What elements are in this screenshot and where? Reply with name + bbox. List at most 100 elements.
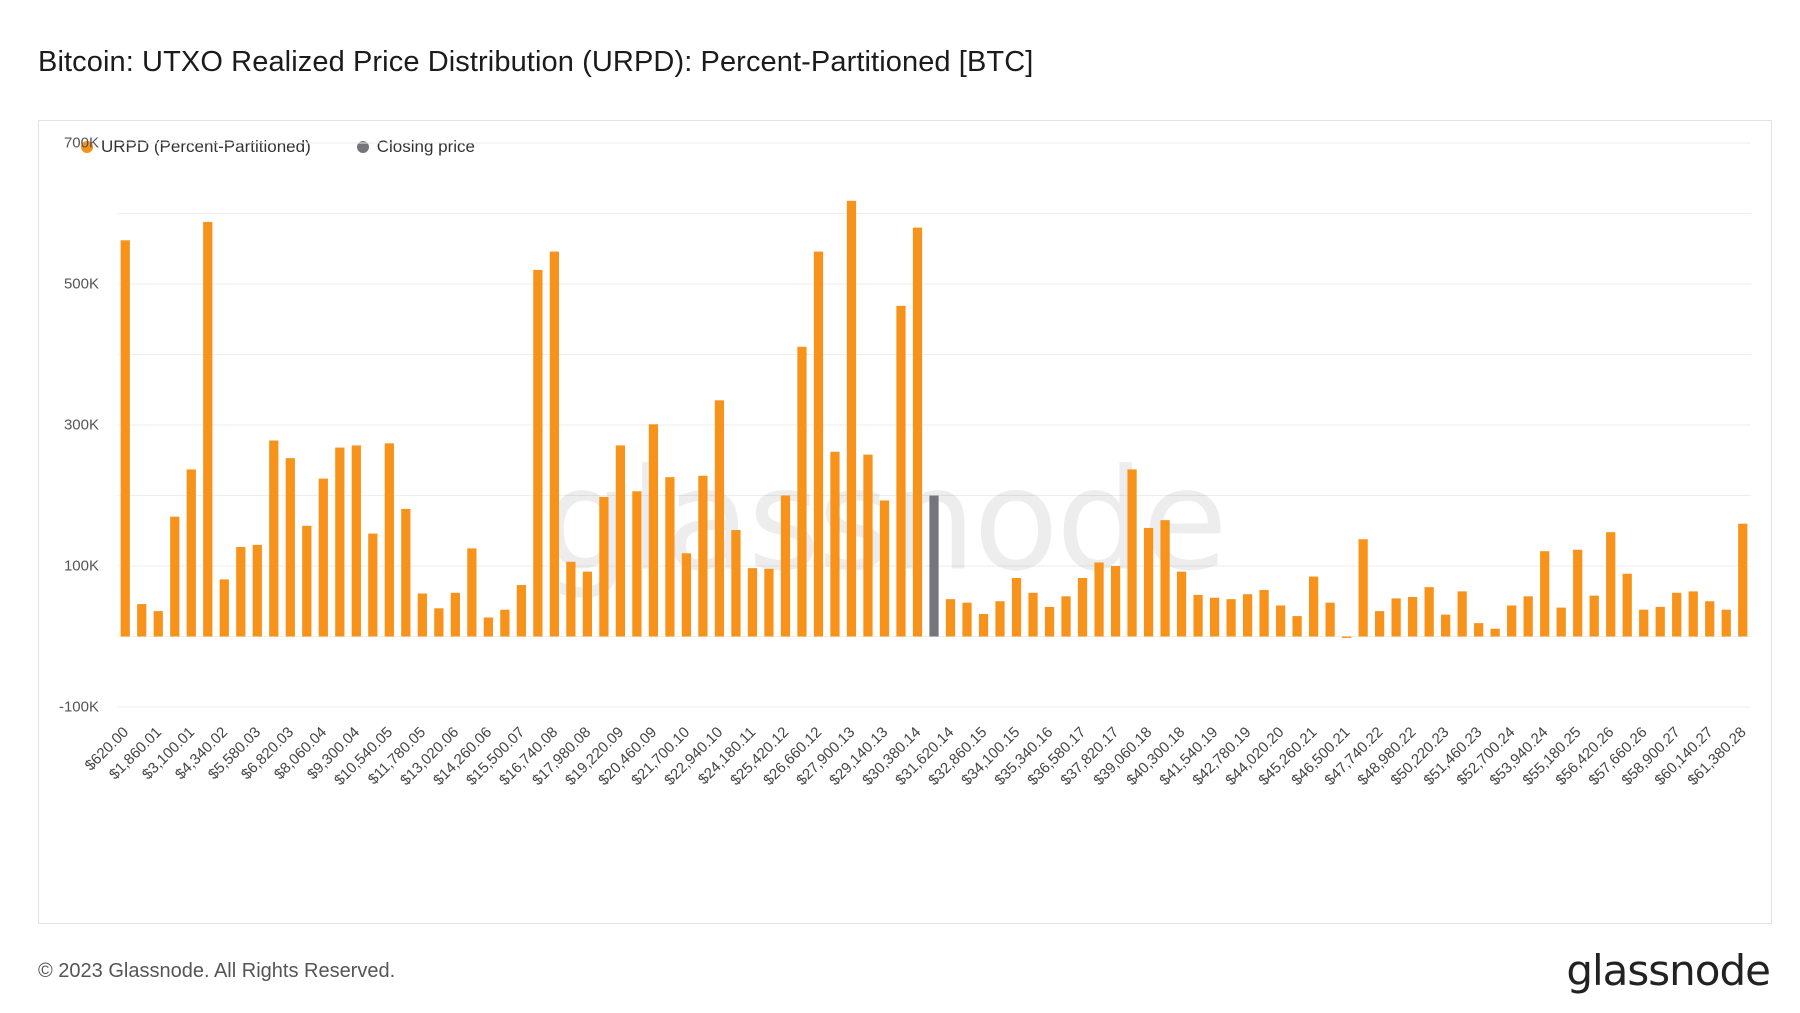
legend-item-urpd[interactable]: URPD (Percent-Partitioned): [81, 137, 311, 157]
urpd-bar[interactable]: [1061, 596, 1071, 637]
urpd-bar[interactable]: [1242, 594, 1253, 637]
urpd-bar[interactable]: [1308, 576, 1319, 637]
urpd-bar[interactable]: [516, 585, 526, 637]
urpd-bar[interactable]: [1391, 598, 1401, 637]
urpd-bar[interactable]: [384, 443, 394, 637]
urpd-bar[interactable]: [747, 568, 758, 637]
urpd-bar[interactable]: [1275, 605, 1286, 637]
urpd-bar[interactable]: [1622, 573, 1632, 637]
urpd-bar[interactable]: [681, 553, 692, 637]
urpd-bar[interactable]: [483, 617, 493, 637]
legend-item-closing-price[interactable]: Closing price: [356, 137, 475, 157]
urpd-bar[interactable]: [450, 592, 460, 637]
urpd-bar[interactable]: [632, 491, 642, 637]
urpd-bar[interactable]: [1721, 609, 1731, 637]
urpd-bar[interactable]: [170, 516, 180, 637]
urpd-bar[interactable]: [1127, 469, 1137, 637]
urpd-bar[interactable]: [1639, 609, 1649, 637]
urpd-bar[interactable]: [351, 445, 361, 637]
urpd-bar[interactable]: [764, 568, 774, 637]
urpd-bar[interactable]: [1375, 611, 1385, 637]
urpd-bar[interactable]: [1507, 605, 1517, 637]
urpd-bar[interactable]: [269, 440, 279, 637]
urpd-bar[interactable]: [1325, 602, 1335, 637]
urpd-bar[interactable]: [186, 469, 196, 637]
urpd-bar[interactable]: [302, 525, 312, 637]
urpd-bar[interactable]: [1540, 551, 1550, 637]
urpd-bar[interactable]: [1292, 616, 1302, 637]
urpd-bar[interactable]: [1094, 562, 1104, 637]
urpd-bar[interactable]: [1160, 520, 1170, 637]
urpd-bar[interactable]: [1490, 628, 1500, 637]
urpd-bar[interactable]: [285, 458, 295, 637]
urpd-bar[interactable]: [846, 200, 857, 637]
urpd-bar[interactable]: [1672, 592, 1682, 637]
urpd-bar[interactable]: [434, 608, 444, 637]
urpd-bar[interactable]: [252, 544, 262, 637]
urpd-bar[interactable]: [1176, 571, 1187, 637]
urpd-bar[interactable]: [945, 599, 956, 637]
urpd-bar[interactable]: [566, 561, 576, 637]
urpd-bar[interactable]: [500, 609, 510, 637]
urpd-bar[interactable]: [1143, 527, 1154, 637]
urpd-bar[interactable]: [698, 475, 708, 637]
urpd-bar[interactable]: [1226, 599, 1236, 637]
urpd-bar[interactable]: [830, 451, 840, 637]
urpd-bar[interactable]: [978, 613, 989, 637]
urpd-bar[interactable]: [467, 548, 477, 637]
urpd-bar[interactable]: [236, 546, 246, 637]
urpd-bar[interactable]: [995, 601, 1005, 637]
urpd-bar[interactable]: [863, 454, 873, 637]
urpd-bar[interactable]: [1705, 601, 1715, 637]
urpd-bar[interactable]: [714, 400, 725, 637]
urpd-bar[interactable]: [615, 445, 626, 637]
urpd-bar[interactable]: [813, 251, 824, 637]
urpd-bar[interactable]: [1028, 592, 1038, 637]
closing-price-bar[interactable]: [929, 495, 939, 637]
urpd-bar[interactable]: [599, 496, 609, 637]
urpd-bar[interactable]: [1655, 606, 1665, 637]
urpd-bar[interactable]: [962, 602, 972, 637]
urpd-bar[interactable]: [1110, 566, 1121, 637]
urpd-bar[interactable]: [203, 221, 213, 637]
urpd-bar[interactable]: [582, 571, 593, 637]
urpd-bar[interactable]: [533, 269, 543, 637]
urpd-bar[interactable]: [1209, 597, 1220, 637]
urpd-bar[interactable]: [1556, 607, 1566, 637]
urpd-bar[interactable]: [665, 477, 675, 637]
urpd-bar[interactable]: [318, 478, 328, 637]
urpd-bar[interactable]: [1342, 636, 1352, 638]
urpd-bar[interactable]: [912, 227, 923, 637]
urpd-bar[interactable]: [731, 530, 741, 637]
urpd-bar[interactable]: [1474, 623, 1484, 637]
urpd-bar[interactable]: [1044, 606, 1055, 637]
urpd-bar[interactable]: [417, 593, 427, 637]
urpd-bar[interactable]: [335, 447, 345, 637]
urpd-bar[interactable]: [1441, 614, 1451, 637]
urpd-bar[interactable]: [219, 579, 229, 637]
urpd-bar[interactable]: [120, 240, 130, 637]
urpd-bar[interactable]: [137, 604, 147, 637]
urpd-bar[interactable]: [1589, 595, 1599, 637]
urpd-bar[interactable]: [879, 500, 890, 637]
urpd-bar[interactable]: [797, 346, 807, 637]
urpd-bar[interactable]: [368, 533, 378, 637]
urpd-bar[interactable]: [1457, 591, 1467, 637]
urpd-bar[interactable]: [1077, 577, 1088, 637]
urpd-bar[interactable]: [780, 495, 791, 637]
urpd-bar[interactable]: [648, 424, 659, 637]
urpd-bar[interactable]: [896, 305, 906, 637]
urpd-bar[interactable]: [1688, 591, 1698, 637]
urpd-bar[interactable]: [1424, 587, 1434, 637]
urpd-bar[interactable]: [1606, 532, 1616, 637]
urpd-bar[interactable]: [1358, 539, 1368, 637]
urpd-bar[interactable]: [1259, 589, 1269, 637]
urpd-bar[interactable]: [1193, 594, 1203, 637]
urpd-bar[interactable]: [549, 251, 559, 637]
urpd-bar[interactable]: [1523, 596, 1533, 637]
urpd-bar[interactable]: [1573, 549, 1583, 637]
urpd-bar[interactable]: [401, 508, 411, 637]
urpd-bar[interactable]: [1738, 523, 1748, 637]
urpd-bar[interactable]: [1408, 597, 1418, 637]
urpd-bar[interactable]: [1011, 577, 1022, 637]
